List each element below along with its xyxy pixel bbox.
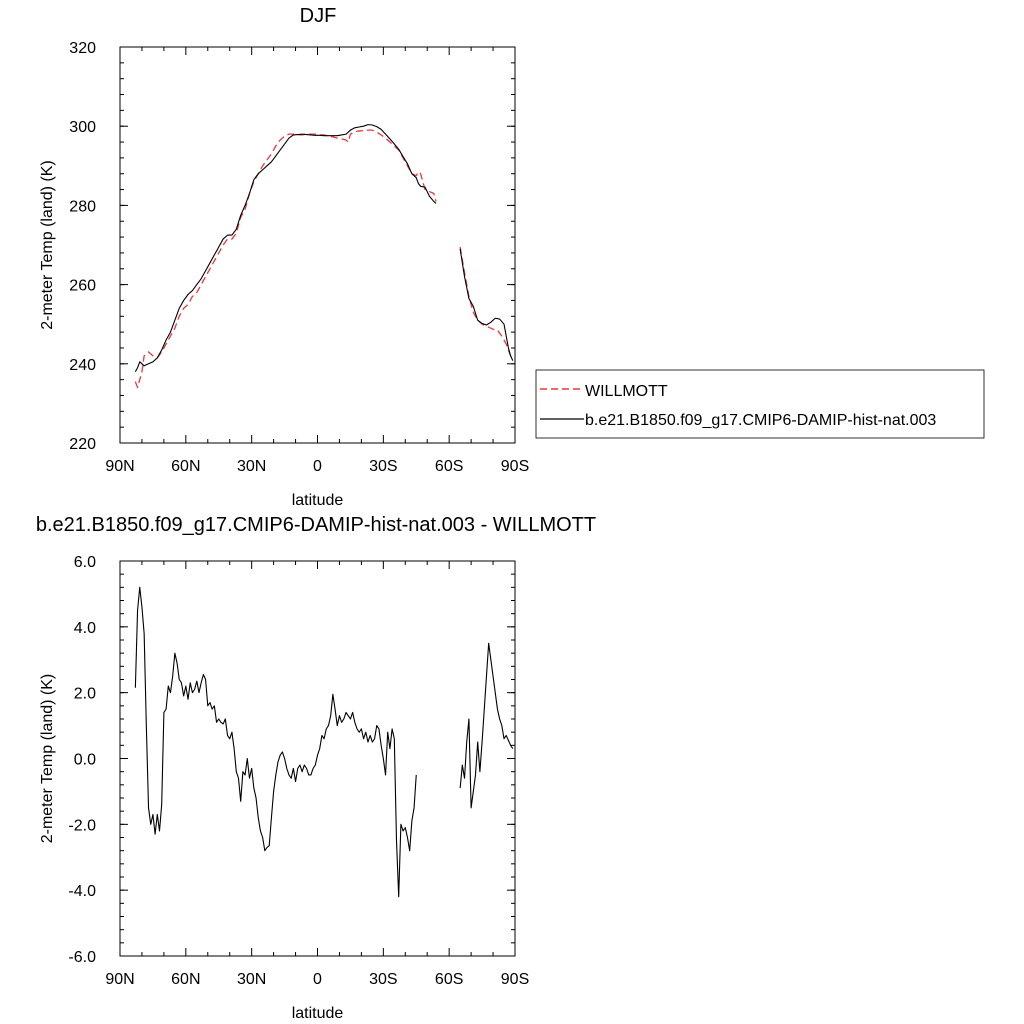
top-series-willmott-line xyxy=(459,246,514,361)
legend-box xyxy=(535,369,985,439)
bottom-x-tick-label: 30S xyxy=(369,971,397,988)
bottom-y-axis-label: 2-meter Temp (land) (K) xyxy=(39,674,56,844)
legend-label-model: b.e21.B1850.f09_g17.CMIP6-DAMIP-hist-nat… xyxy=(585,412,936,429)
top-x-tick-label: 30N xyxy=(237,458,266,475)
legend-label-willmott: WILLMOTT xyxy=(585,383,668,400)
top-series-willmott-line xyxy=(134,129,437,389)
top-x-tick-label: 60S xyxy=(435,458,463,475)
bottom-chart: 90N 60N 30N 0 30S 60S 90S -6.0 -4.0 -2.0 0.0 2.0 4.0… xyxy=(39,554,529,1022)
top-x-tick-label: 60N xyxy=(171,458,200,475)
top-y-axis-label: 2-meter Temp (land) (K) xyxy=(39,160,56,330)
bottom-y-tick-label: 2.0 xyxy=(74,686,96,703)
bottom-plot-frame xyxy=(119,560,516,957)
bottom-y-tick-label: 0.0 xyxy=(74,752,96,769)
bottom-x-tick-label: 30N xyxy=(237,971,266,988)
bottom-x-axis-label: latitude xyxy=(292,1005,344,1022)
bottom-x-tick-label: 90S xyxy=(501,971,529,988)
top-x-tick-label: 0 xyxy=(313,458,322,475)
top-series-model-line xyxy=(459,248,514,361)
top-chart-title: DJF xyxy=(300,5,337,27)
top-y-tick-label: 280 xyxy=(69,198,96,215)
bottom-x-tick-label: 0 xyxy=(313,971,322,988)
top-y-tick-label: 260 xyxy=(69,278,96,295)
top-chart: 90N 60N 30N 0 30S 60S 90S 220 240 260 280 300 320 lat… xyxy=(39,40,529,509)
top-y-tick-label: 320 xyxy=(69,40,96,57)
bottom-series-model-line xyxy=(134,586,417,898)
top-x-tick-label: 30S xyxy=(369,458,397,475)
top-x-tick-label: 90S xyxy=(501,458,529,475)
bottom-y-tick-label: -4.0 xyxy=(68,883,96,900)
top-y-tick-label: 220 xyxy=(69,436,96,453)
legend: WILLMOTT b.e21.B1850.f09_g17.CMIP6-DAMIP… xyxy=(535,369,985,439)
bottom-series-model-line xyxy=(459,642,514,809)
bottom-y-tick-label: 6.0 xyxy=(74,554,96,571)
bottom-x-tick-label: 60S xyxy=(435,971,463,988)
bottom-x-tick-label: 60N xyxy=(171,971,200,988)
top-series-model-line xyxy=(134,124,437,372)
bottom-chart-title: b.e21.B1850.f09_g17.CMIP6-DAMIP-hist-nat… xyxy=(36,514,596,536)
bottom-x-tick-label: 90N xyxy=(105,971,134,988)
top-x-axis-label: latitude xyxy=(292,492,344,509)
top-y-tick-label: 300 xyxy=(69,119,96,136)
top-y-tick-label: 240 xyxy=(69,357,96,374)
bottom-y-tick-label: 4.0 xyxy=(74,620,96,637)
bottom-y-tick-label: -6.0 xyxy=(68,949,96,966)
top-plot-frame xyxy=(119,46,516,444)
top-x-tick-label: 90N xyxy=(105,458,134,475)
bottom-y-tick-label: -2.0 xyxy=(68,817,96,834)
